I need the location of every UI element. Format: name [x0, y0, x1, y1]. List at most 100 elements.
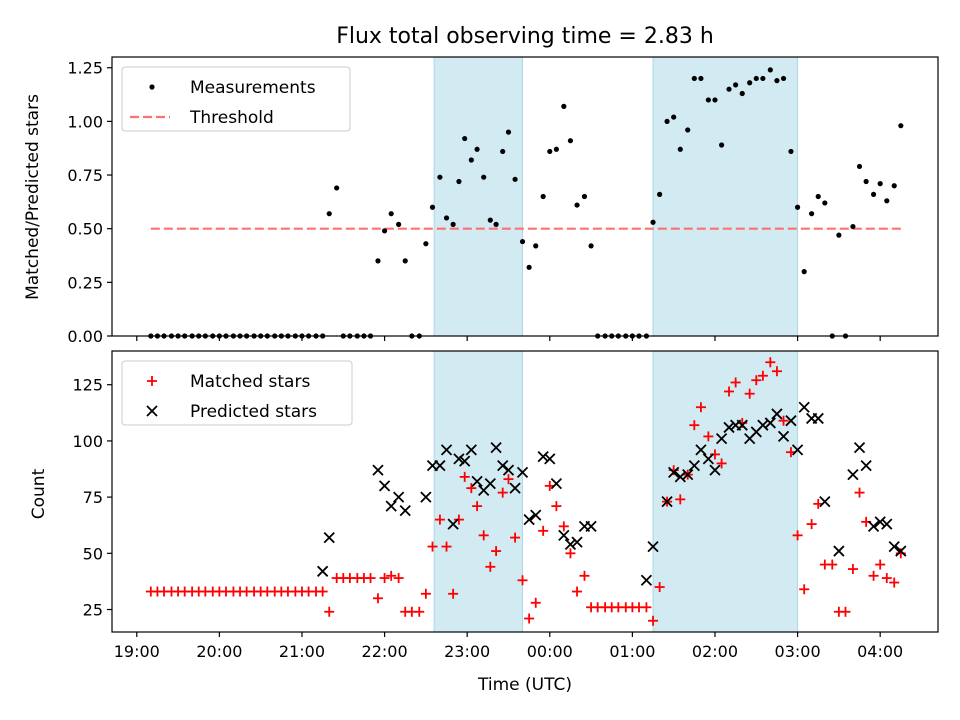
predicted-star-point [459, 455, 471, 467]
y-tick-label: 1.25 [67, 59, 103, 78]
measurement-point [822, 200, 828, 206]
matched-star-point [840, 606, 851, 617]
measurement-point [574, 202, 580, 208]
matched-star-point [778, 415, 789, 426]
legend: Measurements Threshold [121, 66, 351, 132]
marker-stroke [440, 444, 453, 456]
predicted-star-point [647, 540, 659, 553]
predicted-star-point [530, 509, 542, 521]
measurement-point [588, 243, 594, 249]
measurement-point [423, 241, 429, 247]
predicted-star-point [564, 538, 577, 550]
matched-star-point [744, 388, 755, 399]
matched-star-point [441, 541, 452, 552]
measurement-point [753, 75, 759, 82]
marker-stroke [530, 509, 542, 521]
measurement-point [540, 193, 546, 200]
marker-stroke [874, 516, 886, 528]
x-tick-label: 23:00 [444, 642, 490, 661]
measurement-point [553, 146, 559, 152]
marker-stroke [695, 444, 707, 456]
measurement-point [836, 232, 842, 238]
matched-star-point [414, 606, 425, 617]
marker-stroke [372, 464, 384, 476]
marker-stroke [640, 574, 653, 586]
y-axis-label-count: Count [29, 468, 49, 519]
marker-stroke [378, 480, 391, 492]
marker-stroke [757, 419, 769, 431]
y-axis-label-ratio: Matched/Predicted stars [23, 94, 43, 300]
predicted-star-point [502, 464, 515, 476]
predicted-star-point [771, 408, 783, 420]
marker-stroke [447, 518, 459, 530]
x-tick-label: 02:00 [692, 642, 738, 661]
matched-star-point [757, 370, 768, 381]
measurement-point [747, 80, 753, 86]
marker-stroke [688, 460, 700, 472]
marker-stroke [420, 491, 432, 503]
matched-star-point [510, 532, 521, 543]
matched-star-point [558, 521, 569, 532]
matched-star-point [641, 602, 652, 613]
marker-stroke [682, 469, 694, 481]
marker-stroke [497, 460, 509, 472]
measurement-point [375, 258, 381, 264]
measurement-point [705, 97, 711, 103]
predicted-star-point [715, 433, 728, 445]
legend-label: Measurements [190, 78, 316, 98]
matched-star-point [579, 570, 590, 581]
measurement-point [794, 204, 801, 210]
measurement-point [677, 146, 683, 152]
predicted-star-point [812, 412, 824, 425]
measurement-point [809, 211, 815, 217]
measurement-point [767, 67, 773, 73]
marker-stroke [523, 513, 535, 526]
measurement-point [547, 148, 553, 155]
predicted-star-point [702, 453, 715, 465]
measurement-point [519, 238, 526, 245]
marker-stroke [647, 540, 659, 553]
measurement-point [561, 103, 567, 109]
matched-star-point [524, 613, 535, 624]
marker-stroke [853, 442, 866, 454]
y-tick-label: 1.00 [67, 112, 103, 131]
measurement-point [870, 191, 877, 197]
predicted-star-point [420, 491, 432, 503]
predicted-star-point [798, 401, 810, 413]
matched-star-point [372, 593, 383, 604]
legend-entry: Threshold [130, 108, 274, 128]
x-tick-label: 01:00 [609, 642, 655, 661]
y-tick-label: 25 [83, 601, 103, 620]
matched-star-point [453, 514, 464, 525]
marker-stroke [484, 477, 496, 490]
shaded-interval [652, 350, 799, 633]
marker-stroke [833, 545, 845, 557]
y-tick-label: 0.25 [67, 273, 103, 292]
matched-star-point [365, 573, 376, 584]
predicted-star-point [516, 466, 529, 479]
predicted-star-point [378, 480, 391, 492]
marker-stroke [453, 453, 465, 465]
shaded-interval [433, 56, 524, 337]
measurement-point [500, 148, 506, 155]
matched-star-point [434, 514, 445, 525]
marker-stroke [715, 433, 728, 445]
predicted-star-point [558, 529, 570, 541]
matched-star-point [324, 606, 335, 617]
measurement-point [739, 90, 745, 97]
legend-label: Matched stars [190, 372, 310, 392]
predicted-star-point [682, 469, 694, 481]
measurement-point [733, 82, 739, 88]
measurement-point [712, 97, 718, 103]
predicted-star-point [490, 442, 502, 454]
measurement-point [685, 127, 691, 133]
x-tick-label: 04:00 [857, 642, 903, 661]
predicted-star-point [385, 500, 397, 512]
measurement-point [726, 86, 732, 92]
measurement-point [698, 75, 704, 82]
matched-star-point [806, 519, 817, 530]
matched-star-point [565, 548, 576, 559]
measurement-point [396, 221, 402, 227]
marker-stroke [791, 444, 804, 456]
matched-star-point [847, 564, 858, 575]
